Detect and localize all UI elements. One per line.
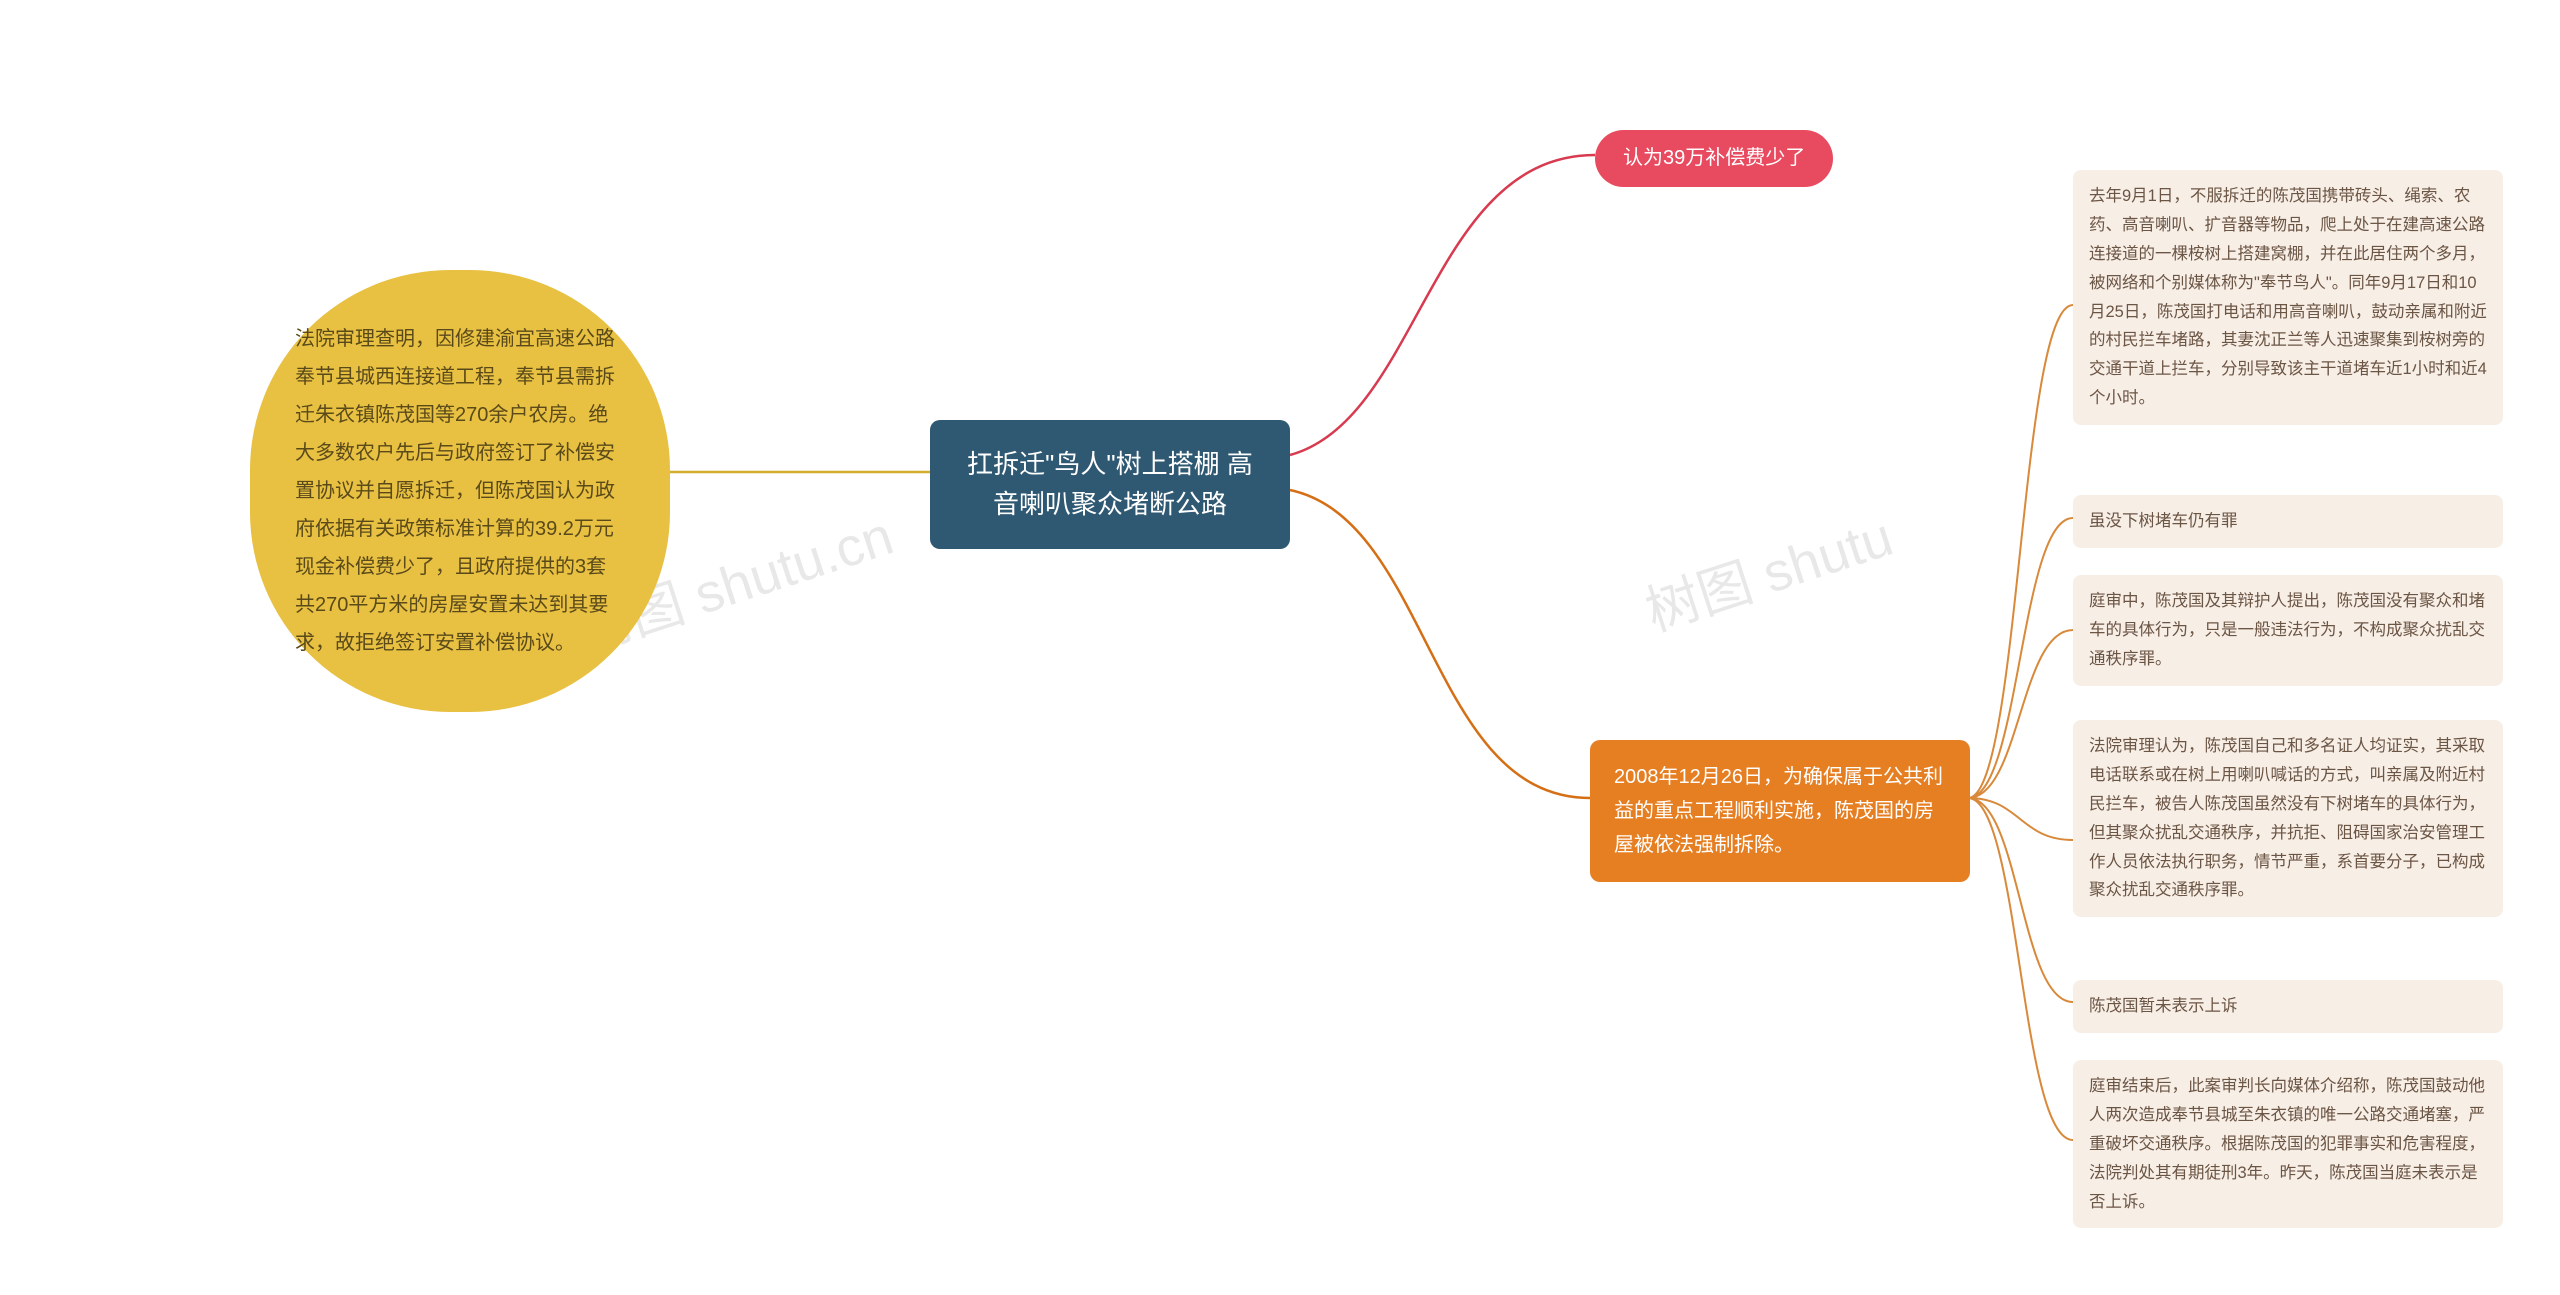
leaf-node-5: 庭审结束后，此案审判长向媒体介绍称，陈茂国鼓动他人两次造成奉节县城至朱衣镇的唯一… [2073, 1060, 2503, 1228]
leaf-node-4: 陈茂国暂未表示上诉 [2073, 980, 2503, 1033]
leaf-text-4: 陈茂国暂未表示上诉 [2089, 997, 2238, 1015]
leaf-node-0: 去年9月1日，不服拆迁的陈茂国携带砖头、绳索、农药、高音喇叭、扩音器等物品，爬上… [2073, 170, 2503, 425]
branch-orange-node: 2008年12月26日，为确保属于公共利益的重点工程顺利实施，陈茂国的房屋被依法… [1590, 740, 1970, 882]
branch-red-label: 认为39万补偿费少了 [1623, 147, 1805, 169]
edge-center-orange [1290, 490, 1590, 798]
leaf-node-1: 虽没下树堵车仍有罪 [2073, 495, 2503, 548]
edge-center-red [1290, 155, 1595, 455]
leaf-text-2: 庭审中，陈茂国及其辩护人提出，陈茂国没有聚众和堵车的具体行为，只是一般违法行为，… [2089, 592, 2485, 668]
center-title-line1: 扛拆迁"鸟人"树上搭棚 高 [958, 444, 1262, 484]
edge-orange-leaf1 [1968, 518, 2073, 798]
edge-orange-leaf5 [1968, 798, 2073, 1140]
branch-orange-text: 2008年12月26日，为确保属于公共利益的重点工程顺利实施，陈茂国的房屋被依法… [1614, 766, 1943, 856]
edge-orange-leaf2 [1968, 630, 2073, 798]
center-title-line2: 音喇叭聚众堵断公路 [958, 484, 1262, 524]
leaf-text-3: 法院审理认为，陈茂国自己和多名证人均证实，其采取电话联系或在树上用喇叭喊话的方式… [2089, 737, 2485, 899]
left-context-text: 法院审理查明，因修建渝宜高速公路奉节县城西连接道工程，奉节县需拆迁朱衣镇陈茂国等… [295, 328, 615, 654]
leaf-text-1: 虽没下树堵车仍有罪 [2089, 512, 2238, 530]
branch-red-node: 认为39万补偿费少了 [1595, 130, 1833, 187]
leaf-node-3: 法院审理认为，陈茂国自己和多名证人均证实，其采取电话联系或在树上用喇叭喊话的方式… [2073, 720, 2503, 917]
center-root-node: 扛拆迁"鸟人"树上搭棚 高 音喇叭聚众堵断公路 [930, 420, 1290, 549]
leaf-text-5: 庭审结束后，此案审判长向媒体介绍称，陈茂国鼓动他人两次造成奉节县城至朱衣镇的唯一… [2089, 1077, 2485, 1211]
edge-orange-leaf4 [1968, 798, 2073, 1002]
left-context-node: 法院审理查明，因修建渝宜高速公路奉节县城西连接道工程，奉节县需拆迁朱衣镇陈茂国等… [250, 270, 670, 712]
leaf-node-2: 庭审中，陈茂国及其辩护人提出，陈茂国没有聚众和堵车的具体行为，只是一般违法行为，… [2073, 575, 2503, 686]
edge-orange-leaf3 [1968, 798, 2073, 840]
leaf-text-0: 去年9月1日，不服拆迁的陈茂国携带砖头、绳索、农药、高音喇叭、扩音器等物品，爬上… [2089, 187, 2487, 407]
watermark-2: 树图 shutu [1634, 493, 1901, 647]
edge-orange-leaf0 [1968, 305, 2073, 798]
